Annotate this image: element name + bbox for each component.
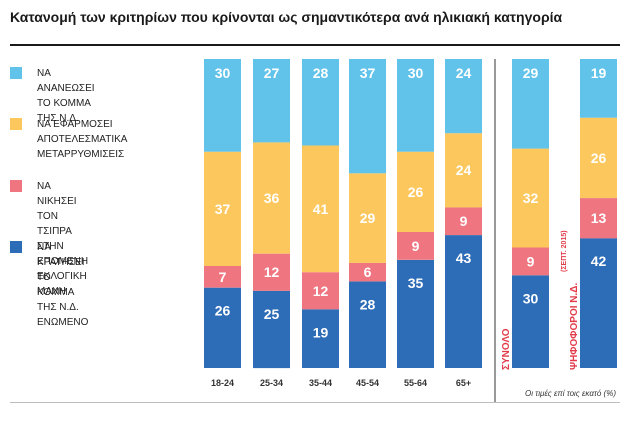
data-label: 19 <box>313 324 329 340</box>
bar-3: 28 6 29 37 <box>349 59 386 368</box>
legend-label-beat-tsipras: ΝΑ ΝΙΚΗΣΕΙ ΤΟΝ ΤΣΙΠΡΑ ΣΤΗΝ ΕΠΟΜΕΝΗ ΕΚΛΟΓ… <box>37 181 89 297</box>
legend-swatch-unity <box>10 241 22 253</box>
bar-segment <box>253 253 290 291</box>
bar-segment <box>204 287 241 368</box>
data-label: 9 <box>460 213 468 229</box>
data-label: 26 <box>215 303 231 319</box>
data-label: 24 <box>456 162 472 178</box>
category-label: 65+ <box>456 378 471 388</box>
data-label: 30 <box>523 290 539 306</box>
bar-segment <box>302 272 339 310</box>
data-label: 25 <box>264 306 280 322</box>
data-label: 9 <box>527 253 535 269</box>
data-label: 35 <box>408 275 424 291</box>
legend-label-unity: ΝΑ ΚΡΑΤΗΣΕΙ ΤΟ ΚΟΜΜΑ ΤΗΣ Ν.Δ. ΕΝΩΜΕΝΟ <box>37 242 89 328</box>
bar-segment <box>349 59 386 174</box>
data-label: 37 <box>360 65 376 81</box>
data-label: 27 <box>264 65 280 81</box>
bar-segment <box>445 235 482 368</box>
bar-segment <box>302 145 339 273</box>
data-label: 29 <box>523 65 539 81</box>
legend-swatch-renew <box>10 67 22 79</box>
data-label: 26 <box>591 150 607 166</box>
category-sublabel: (ΣΕΠΤ. 2015) <box>561 230 568 272</box>
bar-segment <box>349 173 386 263</box>
data-label: 7 <box>219 269 227 285</box>
data-label: 29 <box>360 210 376 226</box>
data-label: 32 <box>523 190 539 206</box>
bar-segment <box>253 59 290 143</box>
bar-2: 19 12 41 28 <box>302 59 339 368</box>
category-label-rotated: ΨΗΦΟΦΟΡΟΙ Ν.Δ. <box>569 283 580 370</box>
data-label: 19 <box>591 65 607 81</box>
bar-segment <box>512 275 549 368</box>
bar-segment <box>302 309 339 368</box>
bar-segment <box>512 247 549 276</box>
bar-segment <box>445 59 482 134</box>
bar-4: 35 9 26 30 <box>397 59 434 368</box>
data-label: 28 <box>313 65 329 81</box>
category-label: 18-24 <box>211 378 234 388</box>
bar-segment <box>580 59 617 118</box>
bar-segment <box>204 151 241 266</box>
data-label: 13 <box>591 210 607 226</box>
bottom-rule <box>10 402 620 403</box>
bar-segment <box>349 281 386 368</box>
bar-segment <box>253 142 290 254</box>
bar-segment <box>445 207 482 236</box>
data-label: 36 <box>264 190 280 206</box>
bar-segment <box>204 266 241 288</box>
data-label: 6 <box>364 264 372 280</box>
bar-5: 43 9 24 24 <box>445 59 482 368</box>
category-label-rotated: ΣΥΝΟΛΟ <box>501 328 512 370</box>
category-label: 25-34 <box>260 378 283 388</box>
bar-0: 26 7 37 30 <box>204 59 241 368</box>
bar-segment <box>349 262 386 282</box>
data-label: 26 <box>408 184 424 200</box>
bar-segment <box>397 151 434 232</box>
bar-segment <box>397 232 434 260</box>
bar-segment <box>580 198 617 239</box>
data-label: 9 <box>412 238 420 254</box>
chart-title: Κατανομή των κριτηρίων που κρίνονται ως … <box>10 9 563 25</box>
bar-segment <box>397 259 434 368</box>
legend-swatch-beat-tsipras <box>10 180 22 192</box>
data-label: 30 <box>215 65 231 81</box>
data-label: 12 <box>313 283 329 299</box>
bar-segment <box>512 59 549 149</box>
data-label: 43 <box>456 250 472 266</box>
bar-segment <box>302 59 339 146</box>
bar-segment <box>397 59 434 152</box>
data-label: 30 <box>408 65 424 81</box>
bar-segment <box>445 133 482 208</box>
data-label: 37 <box>215 201 231 217</box>
data-label: 28 <box>360 297 376 313</box>
data-label: 24 <box>456 65 472 81</box>
bar-segment <box>204 59 241 152</box>
data-label: 12 <box>264 264 280 280</box>
bar-segment <box>580 238 617 368</box>
bar-segment <box>580 117 617 198</box>
legend-label-renew: ΝΑ ΑΝΑΝΕΩΣΕΙ ΤΟ ΚΟΜΜΑ ΤΗΣ Ν.Δ. <box>37 68 95 124</box>
bar-1: 25 12 36 27 <box>253 59 290 369</box>
bar-segment <box>253 290 290 369</box>
category-label: 35-44 <box>309 378 332 388</box>
title-rule <box>10 44 620 46</box>
data-label: 41 <box>313 201 329 217</box>
legend-label-reforms: ΝΑ ΕΦΑΡΜΟΣΕΙ ΑΠΟΤΕΛΕΣΜΑΤΙΚΑ ΜΕΤΑΡΡΥΘΜΙΣΕ… <box>37 119 128 160</box>
data-label: 42 <box>591 253 607 269</box>
category-label: 55-64 <box>404 378 427 388</box>
bar-7: 42 13 26 19 <box>580 59 617 368</box>
bar-segment <box>512 148 549 248</box>
units-note: Οι τιμές επί τοις εκατό (%) <box>525 389 616 398</box>
legend-swatch-reforms <box>10 118 22 130</box>
bar-6: 30 9 32 29 <box>512 59 549 368</box>
category-label: 45-54 <box>356 378 379 388</box>
